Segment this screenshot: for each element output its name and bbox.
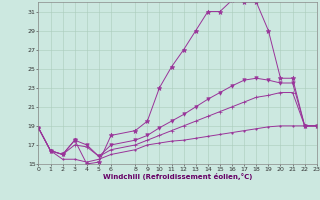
X-axis label: Windchill (Refroidissement éolien,°C): Windchill (Refroidissement éolien,°C) [103, 173, 252, 180]
